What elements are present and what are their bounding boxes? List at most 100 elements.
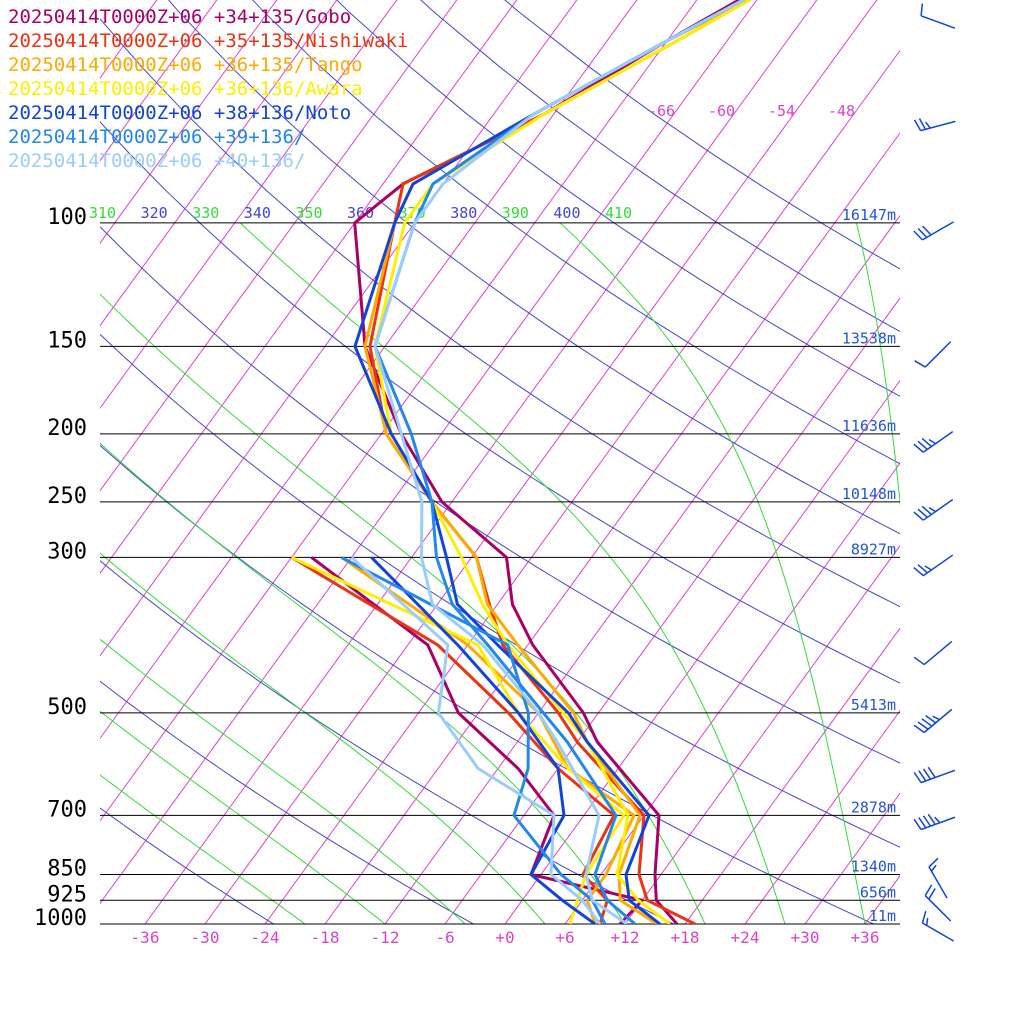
wind-barb-flag — [913, 230, 923, 241]
moist-adiabat-line — [100, 293, 706, 924]
wind-barb-flag — [913, 119, 922, 132]
wind-barb — [928, 857, 948, 899]
wind-barb-staff — [920, 15, 956, 29]
dry-adiabat-line — [100, 560, 674, 924]
moist-adiabat-line — [100, 710, 386, 924]
dewpoint-profile-line — [350, 556, 602, 924]
height-label: 2878m — [851, 798, 896, 816]
wind-barb-flag — [913, 656, 925, 666]
temperature-tick-label: +12 — [611, 928, 640, 947]
wind-barb — [913, 813, 956, 831]
temperature-tick-label: -18 — [311, 928, 340, 947]
height-label: 1340m — [851, 858, 896, 876]
temperature-profile-line — [373, 0, 752, 924]
temperature-profile-line — [373, 0, 747, 924]
wind-barb — [913, 498, 954, 521]
dry-adiabat-line — [336, 0, 900, 397]
wind-barb-flag — [922, 768, 932, 780]
pressure-tick-label: 500 — [47, 695, 87, 720]
isotherm-line — [744, 709, 900, 924]
pressure-tick-label: 300 — [47, 539, 87, 564]
theta-label: 350 — [295, 204, 322, 222]
legend-entry: 20250414T0000Z+06 +35+135/Nishiwaki — [8, 30, 408, 52]
isotherm-line — [100, 0, 278, 244]
wind-barb-flag — [928, 888, 936, 900]
wind-barb-flag — [921, 505, 932, 516]
temperature-tick-label: +0 — [495, 928, 514, 947]
height-label: 656m — [860, 883, 896, 901]
wind-barb-flag — [924, 884, 933, 896]
dry-adiabat-line — [504, 0, 900, 270]
wind-barb-flag — [913, 724, 925, 734]
theta-label: 330 — [192, 204, 219, 222]
temperature-tick-label: -24 — [251, 928, 280, 947]
pressure-tick-label: 700 — [47, 797, 87, 822]
temperature-tick-label: +6 — [555, 928, 574, 947]
wind-barb — [913, 766, 956, 784]
isotherm-line — [324, 132, 900, 924]
wind-barb — [913, 430, 954, 453]
theta-label: 360 — [347, 204, 374, 222]
temperature-tick-label: +30 — [791, 928, 820, 947]
isotherm-line — [624, 544, 900, 924]
dry-adiabat-line — [100, 444, 874, 924]
temperature-tick-label: -36 — [131, 928, 160, 947]
isotherm-line — [864, 875, 900, 924]
wind-barb-flag — [924, 121, 931, 129]
moist-adiabat-lines — [100, 222, 1024, 924]
isotherm-line — [264, 49, 900, 924]
wind-barb-flag — [918, 770, 927, 782]
temperature-profile-line — [353, 0, 747, 924]
dewpoint-profile-line — [340, 556, 607, 924]
pressure-tick-label: 850 — [47, 857, 87, 882]
theta-label: 320 — [141, 204, 168, 222]
wind-barb — [924, 884, 952, 922]
wind-barb-staff — [923, 708, 953, 734]
wind-barb-staff — [920, 769, 956, 784]
dry-adiabat-line — [100, 680, 474, 924]
theta-label: 310 — [89, 204, 116, 222]
wind-barb-flag — [913, 511, 924, 521]
legend-entry: 20250414T0000Z+06 +39+136/ — [8, 126, 305, 148]
isotherm-line — [564, 462, 900, 924]
wind-barb-staff — [922, 554, 954, 577]
moist-adiabat-line — [1010, 223, 1024, 924]
wind-barb-flag — [914, 360, 926, 368]
wind-barb-flag — [920, 3, 924, 16]
pressure-tick-label: 100 — [47, 205, 87, 230]
wind-barb-flag — [927, 766, 936, 778]
upper-temperature-label: -66 — [648, 102, 675, 120]
height-label: 10148m — [842, 485, 896, 503]
wind-barb — [913, 708, 953, 734]
temperature-tick-label: +24 — [731, 928, 760, 947]
temperature-tick-label: -6 — [435, 928, 454, 947]
wind-barb-staff — [920, 120, 956, 132]
wind-barb-flag — [921, 910, 927, 924]
wind-barb-flag — [913, 443, 924, 453]
wind-barb-staff — [928, 866, 948, 899]
legend-entry: 20250414T0000Z+06 +36+136/Awara — [8, 78, 363, 100]
temperature-tick-label: -30 — [191, 928, 220, 947]
pressure-tick-label: 1000 — [34, 906, 87, 931]
legend-entry: 20250414T0000Z+06 +36+135/Tango — [8, 54, 363, 76]
wind-barb-staff — [920, 816, 956, 831]
pressure-tick-label: 200 — [47, 416, 87, 441]
height-label: 8927m — [851, 540, 896, 558]
temperature-tick-label: +36 — [851, 928, 880, 947]
wind-barb-flag — [924, 565, 932, 571]
wind-barb-flag — [928, 857, 939, 868]
wind-barb-flag — [917, 721, 929, 730]
height-label: 11m — [869, 907, 896, 925]
theta-label: 380 — [450, 204, 477, 222]
upper-temperature-label: -54 — [768, 102, 795, 120]
height-label: 16147m — [842, 206, 896, 224]
temperature-tick-label: +18 — [671, 928, 700, 947]
wind-barb-staff — [924, 341, 952, 368]
wind-barb — [914, 341, 952, 368]
wind-barb-flag — [922, 815, 932, 827]
wind-barb-staff — [922, 430, 954, 453]
wind-barb-flag — [934, 816, 941, 824]
upper-temperature-labels: -66 -60 -54 -48 — [648, 102, 855, 120]
theta-label: 410 — [605, 204, 632, 222]
isotherm-line — [100, 0, 398, 410]
